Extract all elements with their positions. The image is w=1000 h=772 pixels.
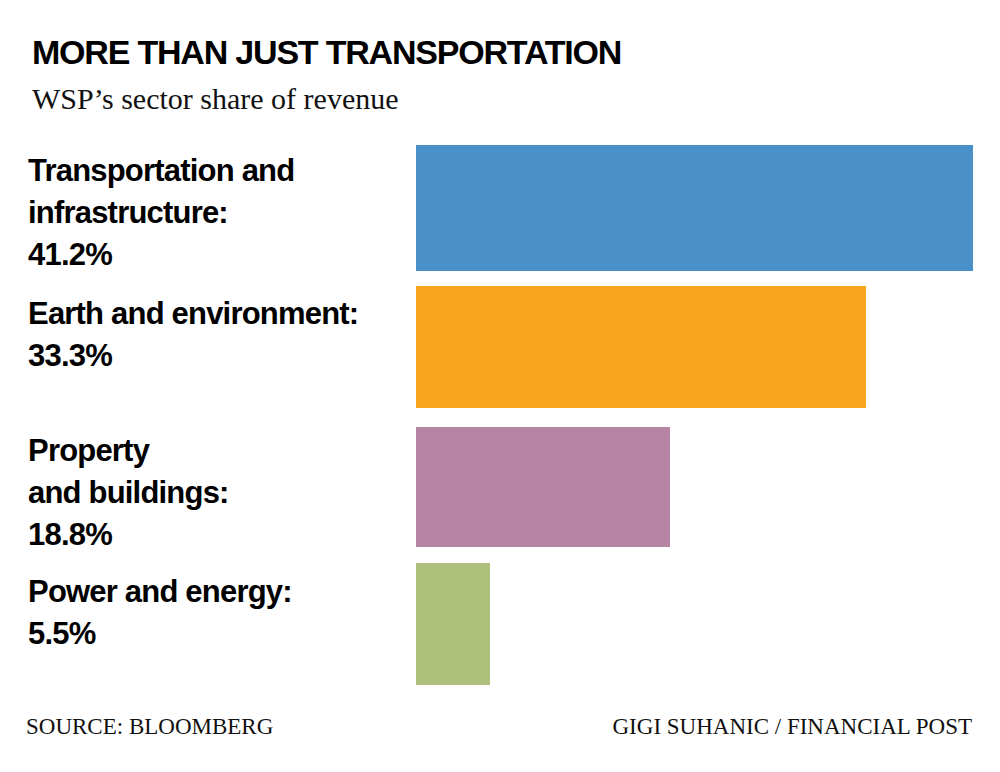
bar-label: Transportation and infrastructure: 41.2%: [28, 150, 408, 276]
chart-title: MORE THAN JUST TRANSPORTATION: [32, 33, 621, 72]
bar-label: Earth and environment: 33.3%: [28, 293, 408, 377]
bar-property-buildings: [416, 427, 670, 547]
bar-earth-environment: [416, 286, 866, 408]
chart-subtitle: WSP’s sector share of revenue: [32, 82, 399, 116]
source-attribution: SOURCE: BLOOMBERG: [26, 714, 273, 740]
author-credit: GIGI SUHANIC / FINANCIAL POST: [613, 714, 973, 740]
bar-power-energy: [416, 563, 490, 685]
bar-label: Property and buildings: 18.8%: [28, 430, 408, 556]
bar-transportation: [416, 145, 973, 271]
bar-label: Power and energy: 5.5%: [28, 571, 408, 655]
chart-canvas: MORE THAN JUST TRANSPORTATION WSP’s sect…: [0, 0, 1000, 772]
